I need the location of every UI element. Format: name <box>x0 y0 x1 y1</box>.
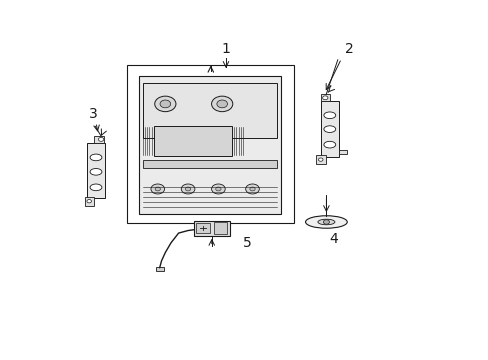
Circle shape <box>318 158 323 161</box>
Circle shape <box>185 187 190 191</box>
Circle shape <box>155 187 160 191</box>
Text: 4: 4 <box>329 231 338 246</box>
Bar <box>139 76 280 214</box>
Text: 1: 1 <box>221 42 230 56</box>
Text: 2: 2 <box>344 42 353 56</box>
Text: 3: 3 <box>89 107 98 121</box>
Bar <box>154 126 232 156</box>
Bar <box>127 66 294 223</box>
Circle shape <box>249 187 255 191</box>
Circle shape <box>154 96 176 112</box>
Circle shape <box>181 184 195 194</box>
Bar <box>142 83 277 138</box>
Ellipse shape <box>317 219 334 225</box>
Bar <box>321 94 329 102</box>
Circle shape <box>245 184 259 194</box>
Bar <box>320 102 338 157</box>
Bar <box>193 221 229 236</box>
Ellipse shape <box>323 126 335 132</box>
Bar <box>316 156 325 164</box>
Ellipse shape <box>90 168 102 175</box>
Circle shape <box>211 184 225 194</box>
Ellipse shape <box>323 141 335 148</box>
Bar <box>94 136 104 143</box>
Circle shape <box>215 187 221 191</box>
Bar <box>195 223 210 233</box>
Bar <box>338 150 346 154</box>
Bar <box>156 267 164 271</box>
Circle shape <box>217 100 227 108</box>
Circle shape <box>322 96 327 100</box>
Bar <box>87 143 105 198</box>
Ellipse shape <box>90 184 102 191</box>
Circle shape <box>151 184 164 194</box>
Ellipse shape <box>90 154 102 161</box>
Bar <box>213 222 227 234</box>
Ellipse shape <box>323 112 335 118</box>
Circle shape <box>98 138 103 141</box>
Bar <box>85 197 94 206</box>
Text: 5: 5 <box>242 236 251 250</box>
Circle shape <box>323 220 329 224</box>
Circle shape <box>211 96 232 112</box>
Circle shape <box>160 100 170 108</box>
Ellipse shape <box>305 216 346 228</box>
Bar <box>142 160 277 168</box>
Circle shape <box>87 199 91 203</box>
